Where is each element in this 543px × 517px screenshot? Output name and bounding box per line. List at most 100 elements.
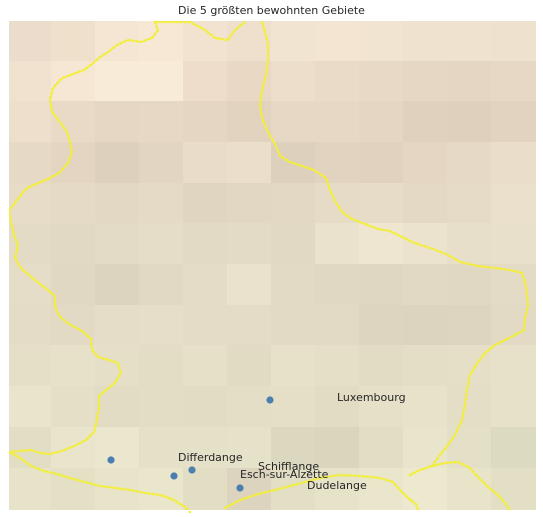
terrain-tile [183,142,228,184]
terrain-tile [139,142,184,184]
terrain-tile [51,142,96,184]
terrain-tile [139,427,184,469]
terrain-tile [403,264,448,306]
terrain-tile [51,305,96,346]
terrain-tile [359,345,404,387]
terrain-tile [447,223,492,265]
terrain-tile [8,21,52,62]
terrain-tile [227,21,272,62]
terrain-tile [359,142,404,184]
terrain-tile [95,101,140,143]
terrain-tile [491,223,537,265]
terrain-tile [8,427,52,469]
terrain-tile [183,264,228,306]
terrain-tile [271,101,316,143]
country-border [7,20,530,514]
terrain-tile [491,61,537,102]
terrain-tile [51,386,96,428]
marker-differdange[interactable] [188,466,196,474]
terrain-tile [315,264,360,306]
terrain-tile [8,101,52,143]
terrain-tile [227,386,272,428]
terrain-tile [359,305,404,346]
terrain-tile [315,427,360,469]
marker-schifflange[interactable] [107,456,115,464]
terrain-tile [139,345,184,387]
terrain-tile [447,21,492,62]
terrain-tile [139,61,184,102]
terrain-tile [403,427,448,469]
terrain-tile [491,101,537,143]
terrain-tile [227,427,272,469]
terrain-tile [403,21,448,62]
terrain-tile [8,345,52,387]
terrain-tile [51,183,96,224]
terrain-tile [359,264,404,306]
terrain-tile [183,21,228,62]
terrain-tile [51,427,96,469]
terrain-tile [8,468,52,511]
terrain-tile [8,264,52,306]
terrain-tile [183,101,228,143]
terrain-tile [271,183,316,224]
terrain-tile [227,264,272,306]
terrain-tile [359,101,404,143]
terrain-tile [139,305,184,346]
terrain-tile [315,142,360,184]
terrain-tile [447,264,492,306]
terrain-tile [139,264,184,306]
terrain-tile [271,264,316,306]
terrain-tile [447,386,492,428]
terrain-tile [139,223,184,265]
terrain-tile [491,427,537,469]
terrain-tile [51,101,96,143]
terrain-tile [95,223,140,265]
terrain-tile [491,345,537,387]
terrain-tile [95,305,140,346]
terrain-tile [491,183,537,224]
marker-dudelange[interactable] [170,472,178,480]
terrain-tile [491,142,537,184]
terrain-tile [139,101,184,143]
terrain-tile [227,345,272,387]
terrain-tile [8,386,52,428]
terrain-tile [447,183,492,224]
terrain-tile [227,142,272,184]
terrain-tile [359,427,404,469]
terrain-tile [271,61,316,102]
terrain-tile [403,223,448,265]
terrain-tile [183,223,228,265]
terrain-tile [95,264,140,306]
terrain-tile [359,21,404,62]
terrain-tile [227,183,272,224]
terrain-tile [491,468,537,511]
terrain-tile [403,183,448,224]
terrain-tile [271,223,316,265]
terrain-tile [8,183,52,224]
terrain-tile [183,468,228,511]
terrain-tile [403,142,448,184]
terrain-tile [51,264,96,306]
terrain-tile [447,61,492,102]
terrain-tile [271,345,316,387]
terrain-tile [315,61,360,102]
terrain-tile [315,305,360,346]
marker-esch-sur-alzette[interactable] [236,484,244,492]
terrain-tile [183,386,228,428]
terrain-tile [95,142,140,184]
terrain-tile [95,61,140,102]
terrain-tile [183,427,228,469]
terrain-tile [447,305,492,346]
terrain-tile [227,223,272,265]
label-differdange: Differdange [178,451,243,464]
terrain-tile [447,468,492,511]
terrain-tile [315,21,360,62]
terrain-tile [183,61,228,102]
terrain-tile [315,223,360,265]
label-schifflange: Schifflange [258,460,319,473]
marker-luxembourg[interactable] [266,396,274,404]
terrain-tile [315,345,360,387]
terrain-tile [491,386,537,428]
